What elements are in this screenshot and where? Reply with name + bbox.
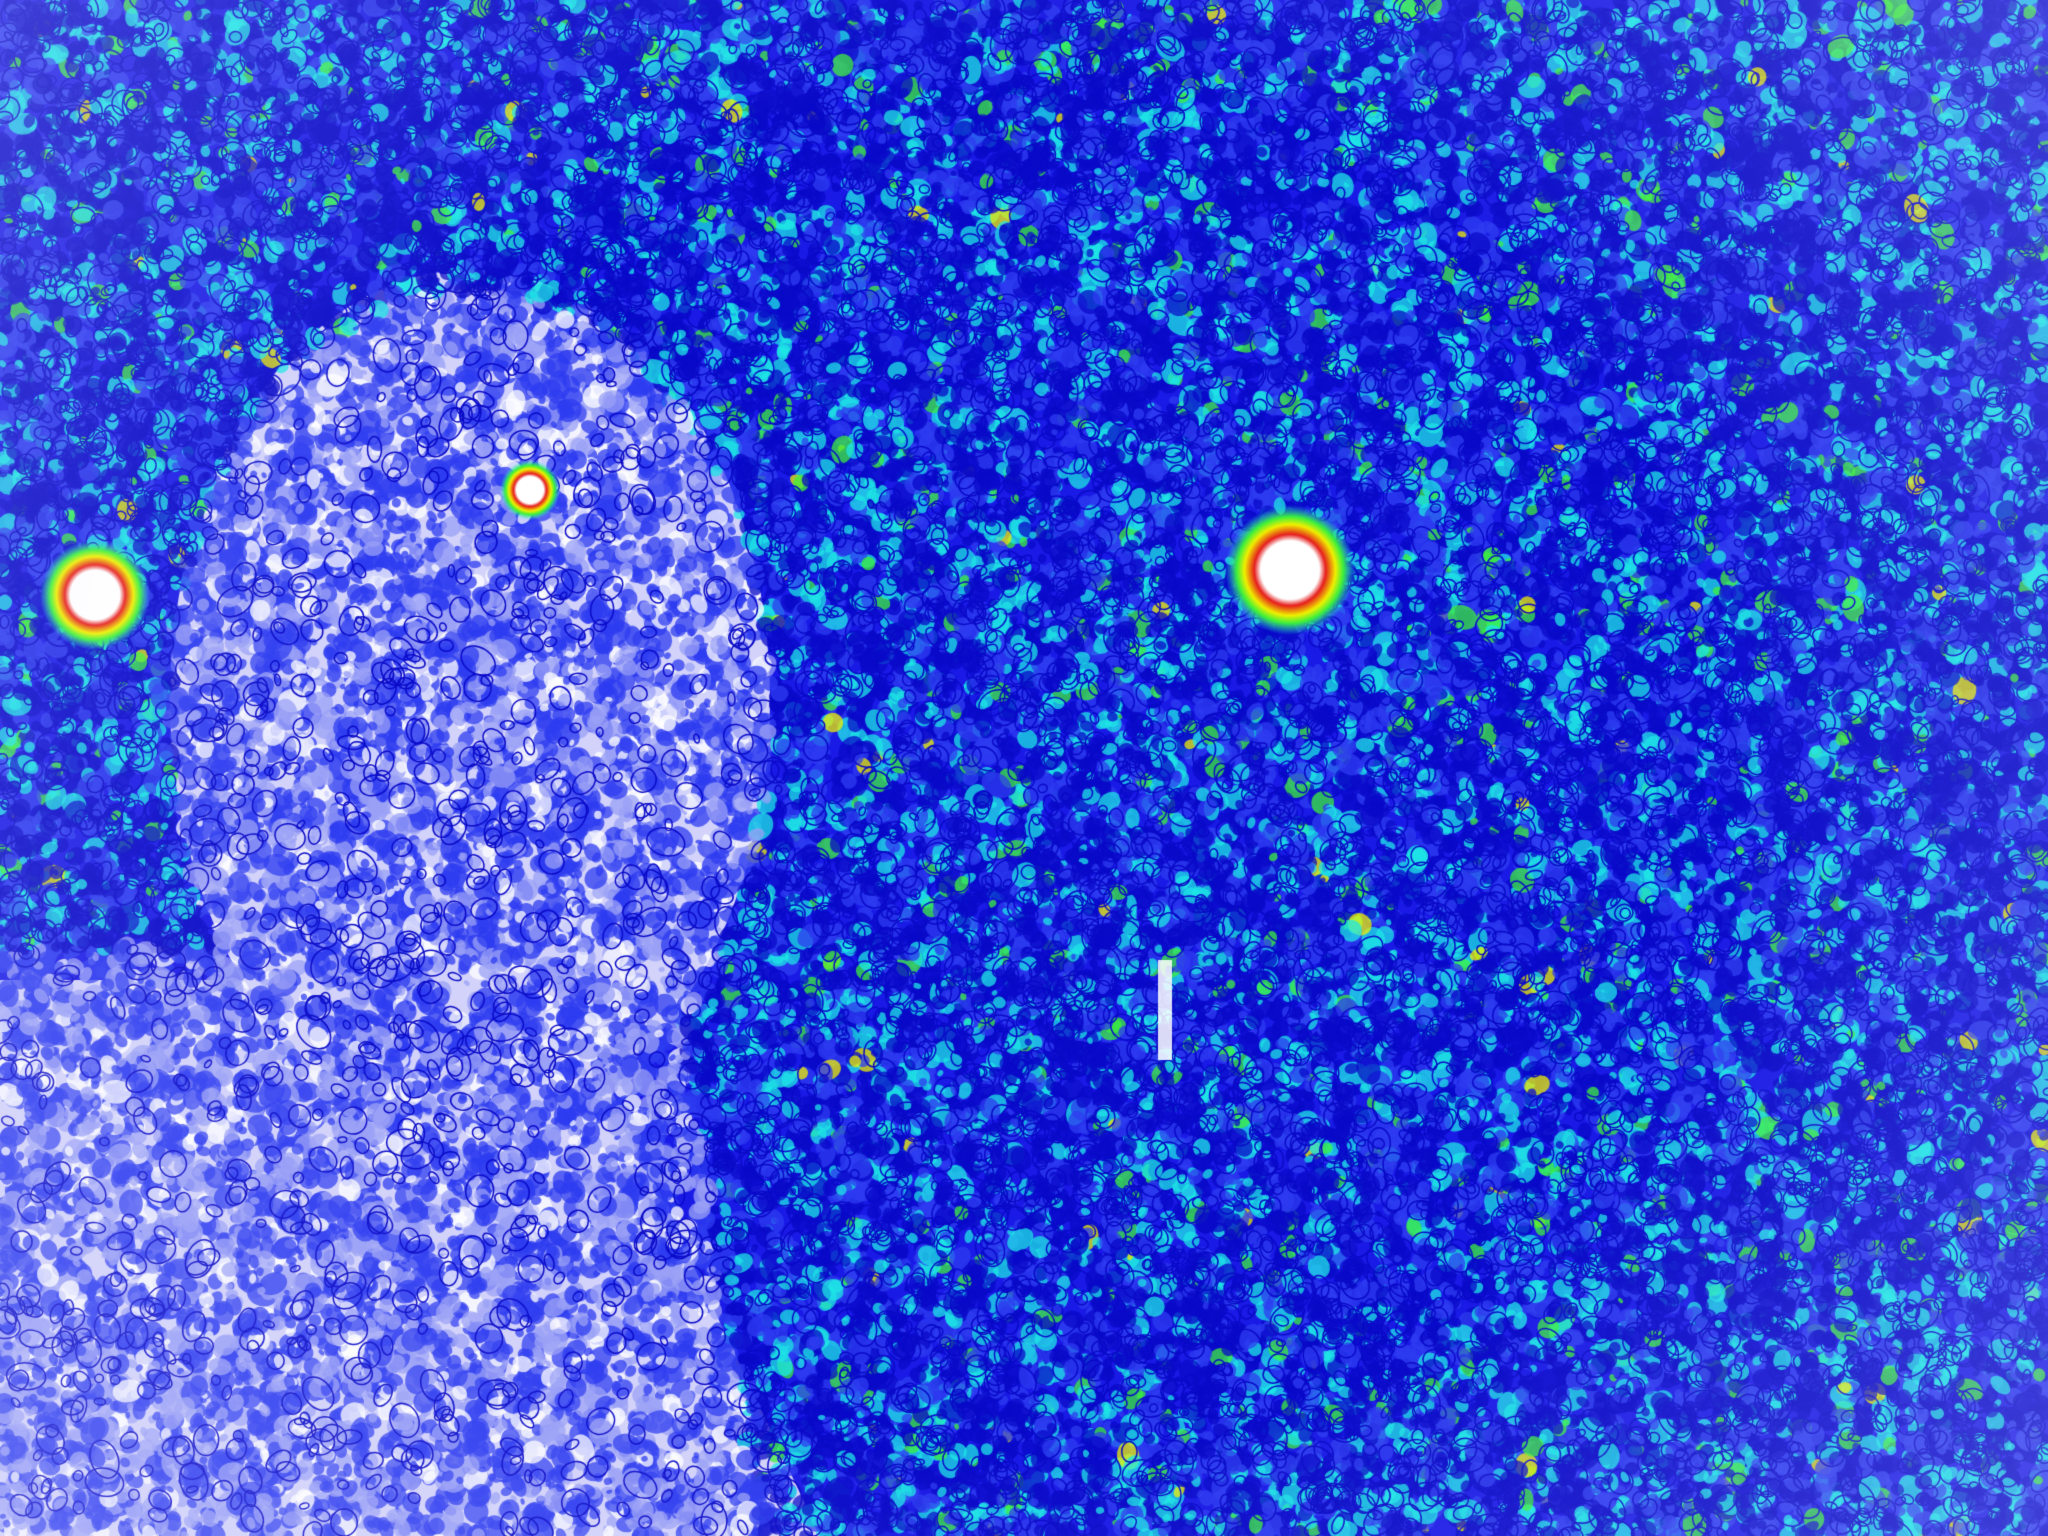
image-stage [0, 0, 2048, 1536]
noise-intensity-map [0, 0, 2048, 1536]
